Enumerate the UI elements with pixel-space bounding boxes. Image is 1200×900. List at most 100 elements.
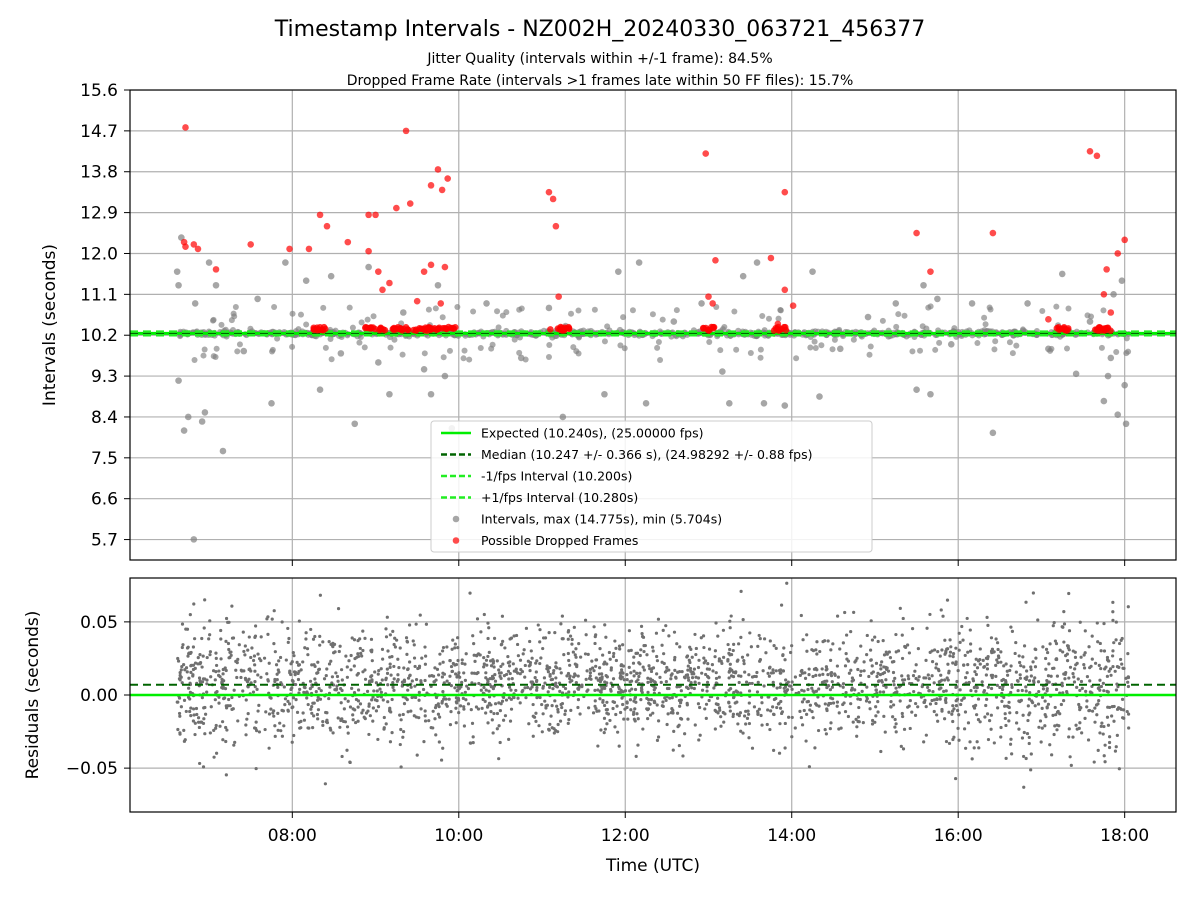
residual-point: [879, 667, 883, 671]
residual-point: [1062, 622, 1067, 626]
residual-point: [790, 680, 794, 684]
residual-point: [485, 705, 490, 709]
interval-point: [228, 317, 235, 324]
residual-point: [605, 722, 609, 726]
residual-point: [831, 642, 835, 646]
residual-point: [588, 671, 592, 675]
residual-point: [609, 689, 613, 693]
residual-point: [339, 701, 343, 705]
residuals-plot-area: [130, 578, 1176, 812]
residual-point: [650, 667, 654, 671]
residual-point: [314, 690, 318, 694]
residual-point: [954, 646, 958, 650]
residual-point: [805, 633, 809, 637]
residual-point: [716, 634, 720, 638]
residual-point: [532, 715, 537, 719]
residual-point: [353, 708, 357, 712]
residual-point: [230, 604, 234, 608]
residual-point: [617, 685, 621, 689]
residual-point: [509, 707, 514, 711]
residual-point: [528, 661, 533, 665]
residual-point: [1085, 699, 1089, 703]
residual-point: [291, 696, 296, 700]
residual-point: [631, 661, 636, 665]
interval-point: [328, 356, 335, 363]
residual-point: [984, 703, 988, 708]
residual-point: [659, 680, 663, 684]
residual-point: [257, 657, 262, 661]
residual-point: [889, 705, 893, 709]
residual-point: [830, 697, 835, 701]
residual-point: [1126, 675, 1130, 679]
residual-point: [1000, 687, 1005, 692]
residual-point: [178, 714, 182, 718]
residual-point: [415, 753, 419, 757]
residual-point: [593, 699, 597, 703]
interval-point: [659, 316, 666, 323]
residual-point: [1052, 620, 1056, 625]
residual-point: [720, 661, 724, 666]
residual-point: [1018, 660, 1022, 665]
residual-point: [440, 675, 444, 679]
residual-point: [558, 689, 562, 693]
residual-point: [469, 708, 473, 712]
interval-point: [1123, 350, 1130, 357]
residual-point: [219, 657, 223, 661]
residual-point: [870, 664, 874, 668]
residual-point: [449, 664, 454, 669]
residual-point: [653, 700, 657, 705]
residual-point: [269, 696, 273, 700]
residual-point: [365, 689, 370, 693]
residual-point: [342, 707, 346, 711]
residual-point: [989, 686, 994, 691]
residual-point: [441, 645, 446, 650]
residual-point: [208, 619, 212, 623]
residual-point: [535, 688, 539, 692]
residual-point: [660, 643, 664, 647]
residual-point: [379, 667, 383, 671]
residual-point: [196, 656, 200, 660]
residual-point: [699, 636, 703, 640]
residual-point: [744, 722, 748, 726]
residual-point: [292, 654, 296, 658]
residual-point: [214, 691, 218, 695]
interval-point: [812, 345, 819, 352]
interval-point: [989, 429, 997, 437]
x-tick-label: 16:00: [934, 826, 983, 846]
residual-point: [370, 679, 374, 683]
residual-point: [492, 665, 496, 669]
residual-point: [356, 719, 360, 723]
dropped-frame-point: [182, 124, 189, 131]
residual-point: [181, 643, 185, 647]
residual-point: [232, 688, 236, 692]
residual-point: [253, 679, 257, 684]
residual-point: [998, 685, 1002, 690]
residual-point: [316, 695, 320, 699]
residual-point: [309, 627, 313, 632]
residual-point: [224, 639, 228, 643]
residual-point: [701, 634, 706, 638]
residual-point: [189, 670, 193, 675]
residual-point: [272, 714, 276, 718]
residual-point: [613, 639, 617, 643]
residual-point: [959, 702, 963, 707]
residual-point: [1024, 685, 1028, 689]
interval-point: [1100, 397, 1108, 405]
residual-point: [907, 651, 912, 655]
residual-point: [552, 731, 556, 735]
residual-point: [182, 698, 187, 703]
residual-point: [592, 669, 596, 673]
residual-point: [598, 666, 602, 670]
residual-point: [815, 668, 819, 672]
residual-point: [489, 664, 494, 668]
residual-point: [507, 677, 511, 681]
residual-point: [1022, 644, 1027, 648]
residual-point: [351, 713, 355, 717]
residual-point: [985, 712, 990, 716]
residual-point: [282, 724, 286, 728]
residual-point: [487, 689, 491, 693]
residual-point: [560, 637, 564, 641]
residual-point: [1060, 625, 1064, 629]
interval-point: [386, 390, 393, 398]
residual-point: [239, 675, 243, 680]
